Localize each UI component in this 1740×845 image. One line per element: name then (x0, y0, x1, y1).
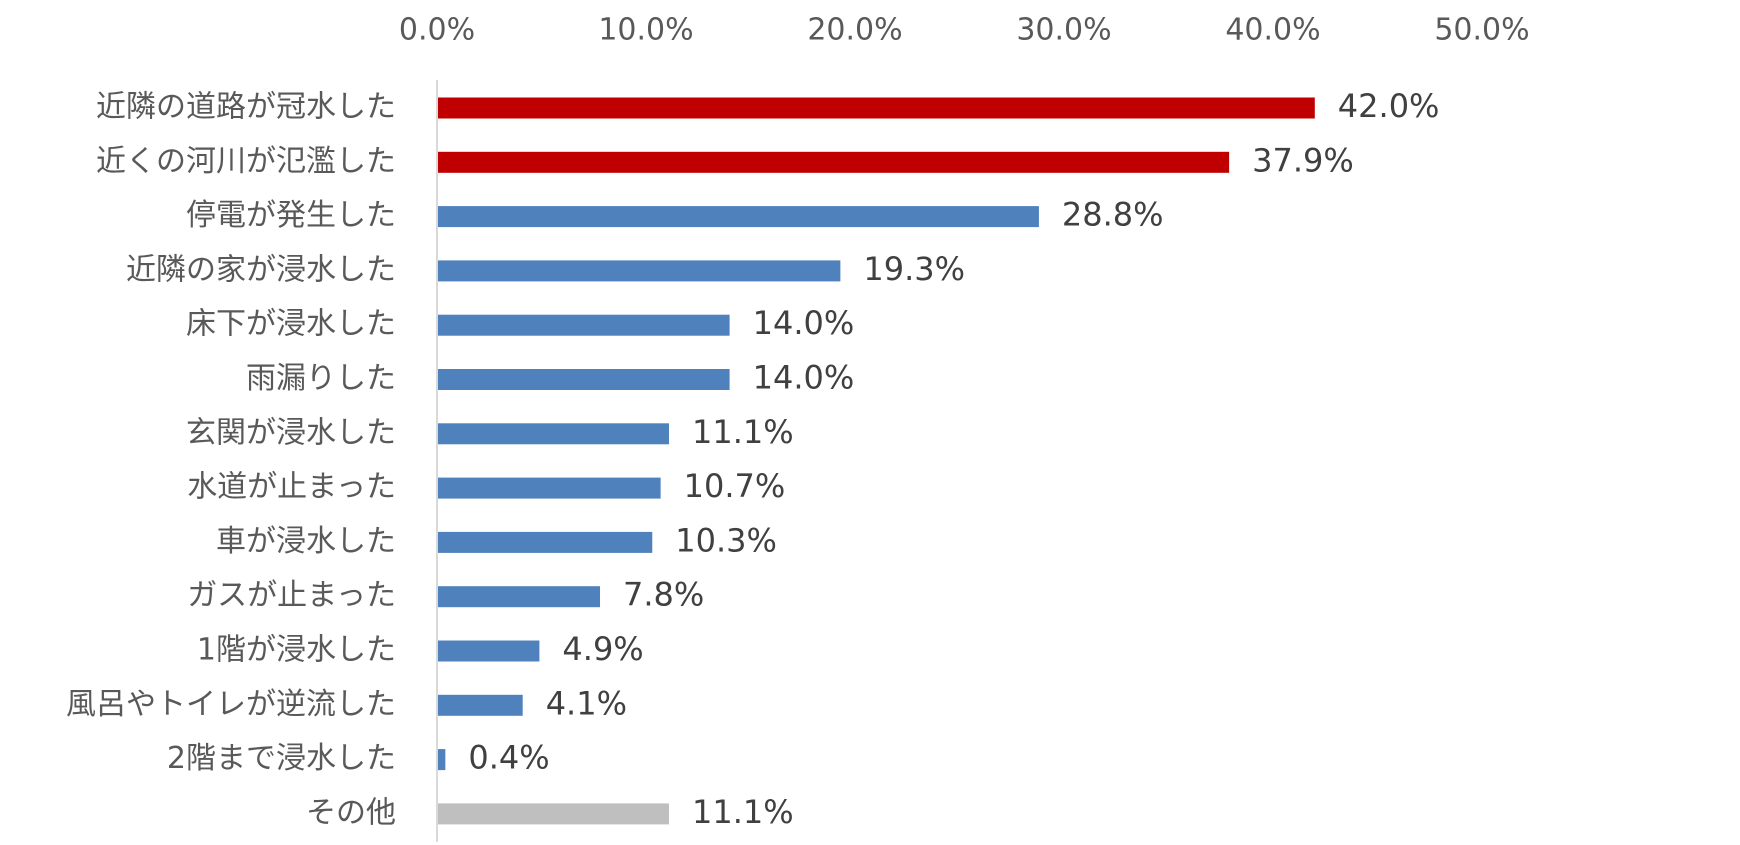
x-tick-label: 40.0% (1225, 13, 1320, 48)
category-label: 床下が浸水した (186, 307, 396, 342)
x-tick-label: 20.0% (807, 13, 902, 48)
category-label: 近隣の道路が冠水した (96, 90, 396, 125)
category-label: 近くの河川が氾濫した (96, 144, 396, 179)
category-label: 車が浸水した (216, 524, 396, 559)
bar (438, 206, 1039, 228)
category-label: 2階まで浸水した (167, 741, 396, 776)
data-label: 14.0% (753, 304, 855, 342)
data-label: 10.7% (684, 467, 786, 505)
bar (438, 151, 1230, 173)
bar (438, 423, 669, 445)
data-label: 4.1% (546, 684, 627, 722)
bar (438, 586, 601, 608)
bar (438, 314, 730, 336)
category-label: ガスが止まった (187, 578, 396, 613)
category-label: 1階が浸水した (197, 633, 396, 668)
data-label: 11.1% (692, 793, 794, 831)
category-label: 停電が発生した (186, 198, 396, 233)
bar (438, 477, 661, 499)
bar (438, 369, 730, 390)
data-label: 37.9% (1252, 141, 1354, 179)
category-label: 玄関が浸水した (186, 415, 396, 450)
x-tick-label: 0.0% (399, 13, 475, 48)
category-label: 風呂やトイレが逆流した (66, 687, 396, 722)
data-label: 14.0% (753, 359, 855, 397)
data-label: 0.4% (468, 739, 549, 777)
bar (438, 97, 1315, 119)
data-label: 42.0% (1338, 87, 1440, 125)
data-label: 28.8% (1062, 196, 1164, 234)
bar (438, 694, 523, 716)
bar (438, 260, 841, 282)
data-label: 7.8% (623, 576, 704, 614)
x-tick-label: 10.0% (598, 13, 693, 48)
data-label: 10.3% (675, 521, 777, 559)
bar (438, 640, 540, 662)
category-label: 雨漏りした (246, 361, 396, 396)
category-label: その他 (306, 795, 396, 830)
x-tick-label: 50.0% (1434, 13, 1529, 48)
category-label: 水道が止まった (187, 470, 396, 505)
bar (438, 749, 446, 771)
data-label: 19.3% (863, 250, 965, 288)
bar (438, 531, 653, 553)
data-label: 4.9% (562, 630, 643, 668)
bar (438, 803, 669, 825)
x-tick-label: 30.0% (1016, 13, 1111, 48)
category-label: 近隣の家が浸水した (126, 252, 396, 287)
data-label: 11.1% (692, 413, 794, 451)
